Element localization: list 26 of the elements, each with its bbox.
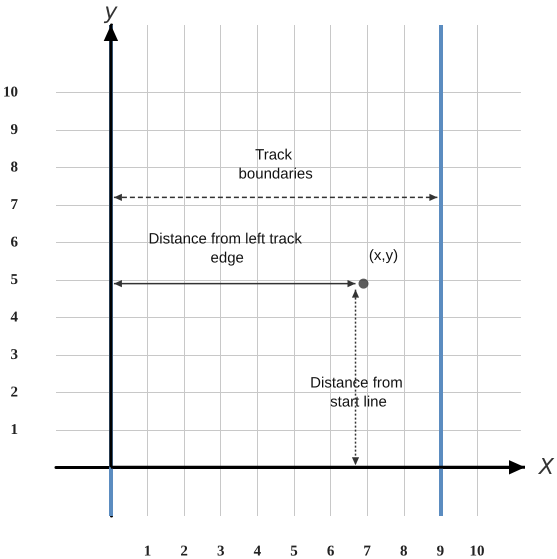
y-tick-label: 3 [10, 346, 18, 363]
x-tick-label: 5 [290, 544, 298, 559]
annotation: Track boundaries [238, 146, 313, 182]
y-tick-label: 1 [10, 422, 18, 438]
y-tick-label: 4 [10, 309, 18, 326]
y-tick-label: 2 [10, 384, 18, 400]
y-tick-label: 8 [10, 159, 18, 176]
x-tick-label: 4 [254, 544, 262, 559]
y-tick-label: 9 [10, 122, 18, 138]
y-tick-label: 5 [10, 272, 18, 288]
x-tick-label: 1 [144, 544, 152, 559]
x-tick-label: 8 [400, 544, 408, 559]
y-tick-label: 6 [10, 234, 18, 250]
annotation: (x,y) [368, 247, 398, 264]
y-tick-label: 7 [10, 196, 18, 213]
y-tick-label: 10 [3, 84, 18, 100]
x-tick-label: 9 [436, 544, 444, 559]
annotation: Distance from start line [310, 374, 407, 410]
y-axis-title: y [103, 0, 118, 24]
x-tick-label: 3 [216, 544, 224, 559]
x-tick-label: 6 [326, 544, 335, 559]
x-tick-label: 2 [180, 544, 188, 559]
x-tick-label: 7 [363, 544, 372, 559]
annotation: Distance from left track edge [148, 230, 306, 267]
x-axis-title: X [538, 454, 555, 480]
x-tick-label: 10 [470, 544, 484, 559]
